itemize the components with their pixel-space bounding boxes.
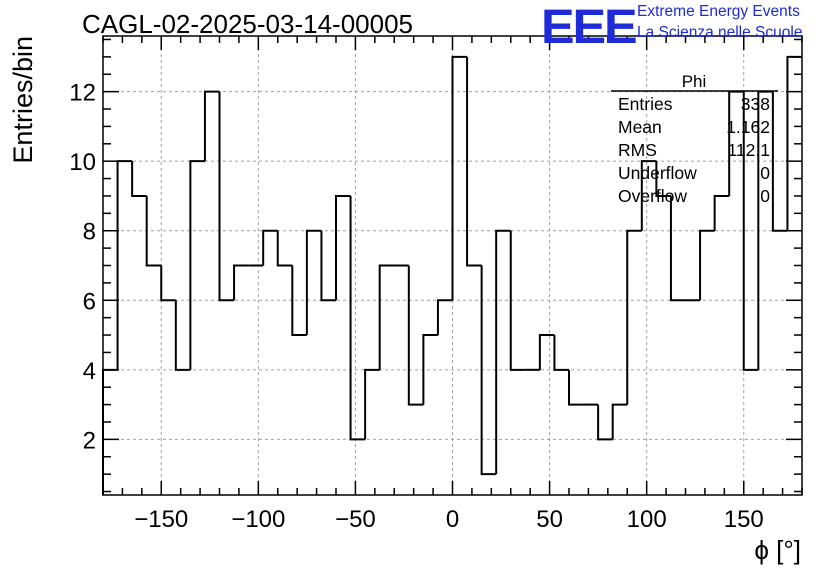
histogram-bin	[145, 195, 162, 267]
histogram-bin	[407, 265, 424, 406]
histogram-bin	[160, 265, 176, 302]
x-tick-label: −100	[231, 506, 285, 533]
stats-row-label: Entries	[618, 94, 673, 114]
axis-labels: −150 −100 −50 0 50 100 150 2 4 6 8 10 12 ϕ [°] Entries…	[8, 36, 801, 565]
stats-row-value: 0	[760, 163, 770, 183]
x-axis-label: ϕ [°]	[754, 535, 801, 565]
histogram-bin	[436, 299, 453, 336]
histogram-bin	[611, 403, 628, 440]
histogram-bin	[538, 334, 555, 370]
histogram-bin	[466, 56, 482, 267]
x-tick-label: −150	[134, 506, 188, 533]
x-tick-label: 50	[536, 506, 563, 533]
y-tick-label: 12	[69, 80, 96, 107]
histogram-bin	[713, 194, 730, 231]
histogram-bin	[102, 368, 118, 495]
histogram-bin	[203, 90, 220, 162]
histogram-bin	[378, 264, 395, 370]
y-tick-label: 2	[83, 427, 96, 454]
histogram-bin	[305, 229, 322, 336]
histogram-bin	[568, 369, 584, 406]
histogram-bin	[553, 335, 569, 371]
histogram-bin	[174, 300, 191, 371]
histogram-bin	[669, 195, 686, 302]
x-tick-label: 0	[446, 506, 459, 533]
stats-row-label: Underflow	[618, 163, 697, 183]
histogram-bin	[116, 160, 133, 370]
histogram-bin	[131, 161, 147, 197]
plot-title: CAGL-02-2025-03-14-00005	[82, 9, 413, 39]
y-tick-label: 6	[83, 288, 96, 315]
stats-row-value: 1.162	[726, 117, 770, 137]
stats-box-name: Phi	[682, 72, 707, 91]
stats-row-label: Overflow	[618, 186, 687, 206]
histogram-bin	[218, 91, 235, 302]
histogram-series	[102, 55, 802, 495]
stats-row-value: 338	[741, 94, 770, 114]
histogram-bin	[699, 229, 715, 301]
y-tick-label: 8	[83, 219, 96, 246]
histogram-bin	[422, 334, 438, 405]
stats-row-value: 0	[760, 186, 770, 206]
org-name-line1: Extreme Energy Events	[637, 3, 800, 20]
stats-box: Phi Entries 338 Mean 1.162 RMS 112.1 Underflow 0…	[611, 72, 778, 206]
histogram-bin	[655, 161, 671, 197]
histogram-bin	[335, 194, 351, 301]
histogram-bin	[480, 265, 497, 476]
histogram-bin	[189, 160, 205, 370]
histogram-bin	[771, 91, 788, 232]
histogram-bin	[291, 265, 307, 337]
histogram-bin	[626, 229, 642, 405]
histogram-bin	[364, 368, 380, 440]
stats-row-label: RMS	[618, 140, 657, 160]
histogram-bin	[276, 230, 293, 267]
eee-logo: EEE	[541, 1, 638, 54]
x-tick-label: −50	[335, 506, 376, 533]
histogram-bin	[451, 55, 468, 301]
histogram-bin	[320, 230, 336, 302]
histogram-bin	[597, 404, 613, 441]
y-tick-label: 10	[69, 149, 96, 176]
x-tick-label: 100	[627, 506, 667, 533]
stats-row-value: 112.1	[728, 140, 771, 160]
histogram-bin	[742, 91, 759, 371]
y-tick-label: 4	[83, 358, 96, 385]
y-axis-label: Entries/bin	[8, 36, 38, 164]
histogram-bin	[495, 229, 511, 475]
axis-ticks	[102, 36, 803, 495]
org-name-line2: La Scienza nelle Scuole	[637, 24, 803, 41]
histogram-bin	[233, 264, 249, 301]
histogram-bin	[509, 230, 526, 371]
histogram-bin	[262, 229, 278, 266]
histogram-bin	[349, 195, 366, 441]
stats-row-label: Mean	[618, 117, 662, 137]
x-tick-label: 150	[724, 506, 764, 533]
histogram-bin	[640, 160, 657, 231]
